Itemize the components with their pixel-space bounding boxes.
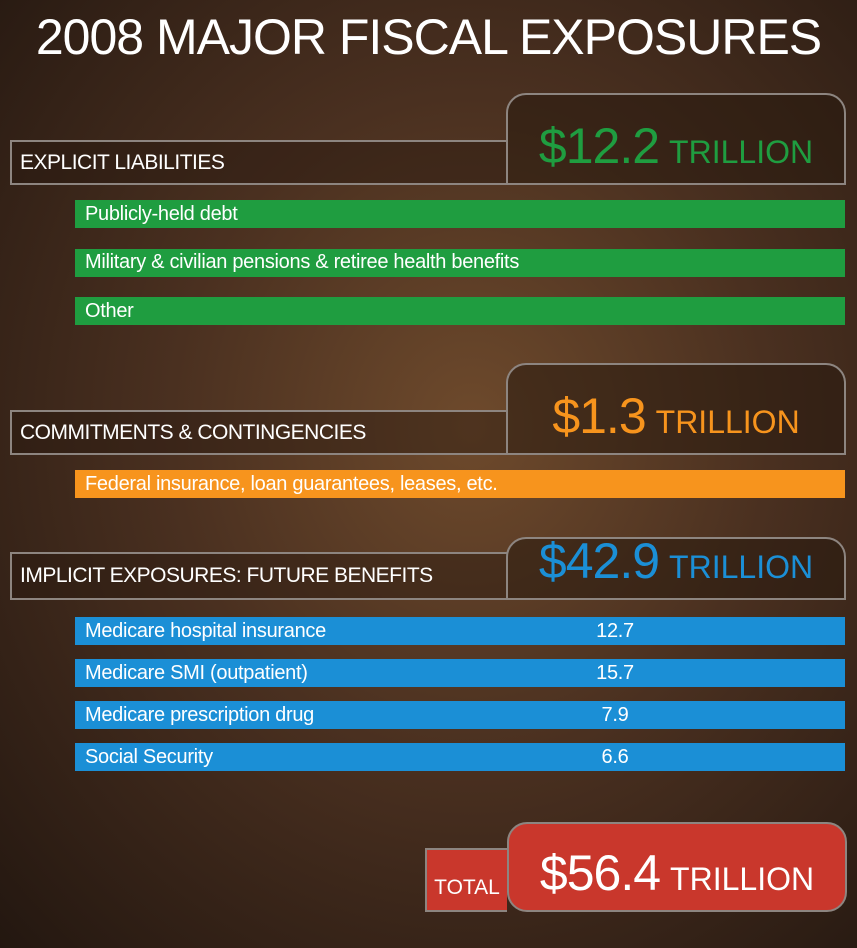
item-label: Other <box>85 299 134 322</box>
unit: TRILLION <box>669 549 814 585</box>
title: 2008 MAJOR FISCAL EXPOSURES <box>35 9 822 65</box>
total-amount: $56.4 <box>539 845 661 901</box>
item-label: Publicly-held debt <box>85 202 238 225</box>
item-row: Social Security 6.6 <box>75 743 845 771</box>
amount-box: $42.9 TRILLION <box>506 533 846 600</box>
item-label: Medicare prescription drug <box>85 703 314 726</box>
item-value: 12.7 <box>596 619 634 642</box>
amount-box: $1.3 TRILLION <box>506 363 846 455</box>
item-row: Publicly-held debt <box>75 200 845 228</box>
item-label: Military & civilian pensions & retiree h… <box>85 251 520 273</box>
amount: $1.3 <box>552 388 646 444</box>
item-row: Medicare prescription drug 7.9 <box>75 701 845 729</box>
total-unit: TRILLION <box>670 861 815 897</box>
item-label: Social Security <box>85 745 213 768</box>
total-label: TOTAL <box>425 848 507 912</box>
unit: TRILLION <box>655 404 800 440</box>
item-row: Other <box>75 297 845 325</box>
unit: TRILLION <box>669 134 814 170</box>
item-value: 7.9 <box>601 703 629 726</box>
item-label: Federal insurance, loan guarantees, leas… <box>85 472 498 495</box>
total-box: $56.4 TRILLION <box>507 822 847 912</box>
amount: $42.9 <box>538 533 660 589</box>
item-label: Medicare hospital insurance <box>85 619 326 642</box>
item-label: Medicare SMI (outpatient) <box>85 661 308 684</box>
item-value: 15.7 <box>596 661 634 684</box>
section-label: COMMITMENTS & CONTINGENCIES <box>10 410 508 455</box>
section-label: IMPLICIT EXPOSURES: FUTURE BENEFITS <box>10 552 508 600</box>
item-row: Federal insurance, loan guarantees, leas… <box>75 470 845 498</box>
amount-box: $12.2 TRILLION <box>506 93 846 185</box>
amount: $12.2 <box>538 118 660 174</box>
item-value: 6.6 <box>601 745 629 768</box>
section-label: EXPLICIT LIABILITIES <box>10 140 508 185</box>
item-row: Military & civilian pensions & retiree h… <box>75 248 845 277</box>
item-row: Medicare hospital insurance 12.7 <box>75 617 845 645</box>
item-row: Medicare SMI (outpatient) 15.7 <box>75 659 845 687</box>
